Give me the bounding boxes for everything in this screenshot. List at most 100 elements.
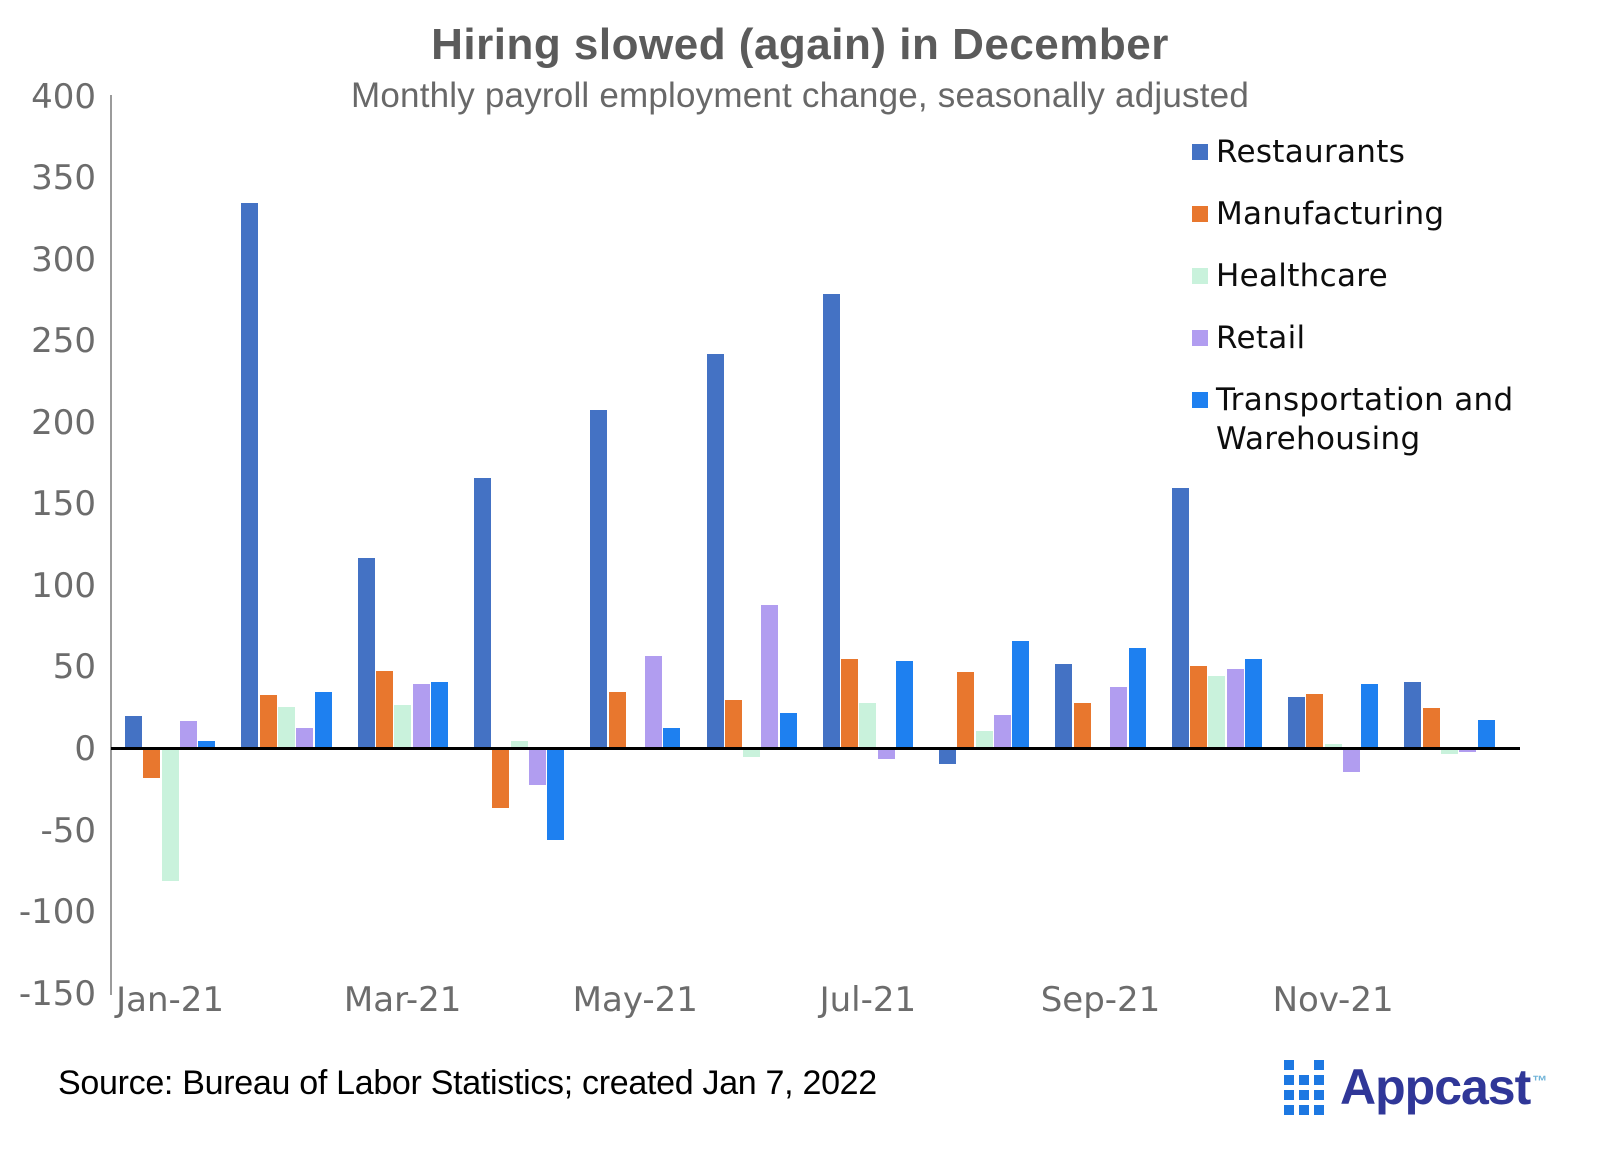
bar-healthcare-nov-21 [1324,744,1342,749]
y-tick-label: -100 [18,892,96,933]
bar-retail-may-21 [645,656,663,749]
legend: Restaurants Manufacturing Healthcare Retail… [1192,133,1564,459]
bar-restaurants-aug-21 [939,749,957,764]
y-tick-label: -50 [40,810,96,851]
legend-item-transportation-and-warehousing: Transportation and Warehousing [1192,381,1564,459]
bar-retail-nov-21 [1342,749,1360,772]
bar-manufacturing-jul-21 [841,659,859,749]
logo-square [1284,1090,1294,1100]
bar-manufacturing-jan-21 [143,749,161,779]
bar-retail-oct-21 [1226,669,1244,749]
bar-healthcare-jan-21 [161,749,179,882]
bar-healthcare-jun-21 [743,749,761,758]
legend-label: Transportation and Warehousing [1216,382,1514,457]
bar-restaurants-jun-21 [706,354,724,749]
bar-transportation-and-warehousing-mar-21 [430,682,448,749]
bar-transportation-and-warehousing-jun-21 [779,713,797,749]
logo-square [1299,1075,1309,1085]
bar-healthcare-jul-21 [859,703,877,749]
appcast-wordmark: Appcast [1340,1059,1531,1115]
bar-manufacturing-oct-21 [1190,665,1207,749]
legend-item-manufacturing: Manufacturing [1192,195,1564,234]
bar-manufacturing-dec-21 [1422,708,1440,749]
trademark-symbol: ™ [1532,1073,1547,1091]
y-tick-label: 50 [52,647,96,688]
bar-manufacturing-mar-21 [375,670,393,749]
legend-swatch [1192,330,1208,346]
bar-retail-apr-21 [528,749,546,785]
bar-transportation-and-warehousing-feb-21 [314,691,332,749]
bar-restaurants-jul-21 [822,293,840,749]
x-tick-label: Mar-21 [343,980,462,1020]
bar-transportation-and-warehousing-sep-21 [1128,647,1146,749]
bar-restaurants-oct-21 [1171,488,1189,749]
y-tick-label: 300 [31,239,96,280]
bar-healthcare-feb-21 [277,706,295,749]
bar-transportation-and-warehousing-dec-21 [1477,719,1495,749]
bar-restaurants-feb-21 [241,202,259,749]
chart-subtitle: Monthly payroll employment change, seaso… [351,76,1249,115]
legend-item-restaurants: Restaurants [1192,133,1564,172]
logo-square [1299,1105,1309,1115]
logo-square [1314,1075,1324,1085]
logo-square [1314,1090,1324,1100]
legend-item-retail: Retail [1192,319,1564,358]
x-tick-label: Nov-21 [1272,980,1394,1020]
bar-healthcare-dec-21 [1440,749,1458,754]
logo-square [1299,1090,1309,1100]
y-tick-label: 100 [31,565,96,606]
appcast-logo-icon [1284,1060,1328,1118]
legend-swatch [1192,392,1208,408]
logo-square [1284,1075,1294,1085]
bar-manufacturing-feb-21 [259,695,277,749]
legend-swatch [1192,268,1208,284]
bar-retail-aug-21 [994,714,1011,749]
logo-square [1284,1105,1294,1115]
bar-retail-sep-21 [1110,687,1128,749]
y-tick-label: 0 [74,729,96,769]
logo-square [1314,1105,1324,1115]
legend-label: Retail [1216,320,1306,356]
x-tick-label: Sep-21 [1040,980,1161,1020]
bar-healthcare-mar-21 [394,704,412,749]
bar-transportation-and-warehousing-aug-21 [1012,641,1030,749]
bar-restaurants-dec-21 [1404,682,1422,749]
appcast-logo: Appcast ™ [1284,1058,1547,1118]
y-axis-line [110,95,112,995]
y-tick-label: 350 [31,158,96,199]
source-note: Source: Bureau of Labor Statistics; crea… [58,1064,877,1102]
bar-manufacturing-sep-21 [1073,703,1091,749]
bar-retail-jun-21 [761,605,779,749]
logo-square [1284,1060,1294,1070]
bar-transportation-and-warehousing-nov-21 [1361,683,1379,749]
legend-label: Manufacturing [1216,196,1445,232]
x-tick-label: May-21 [572,980,698,1020]
zero-baseline [111,747,1520,750]
x-tick-label: Jul-21 [819,980,917,1020]
bar-restaurants-sep-21 [1055,664,1073,749]
bar-restaurants-nov-21 [1288,696,1305,749]
bar-manufacturing-apr-21 [492,749,510,808]
y-tick-label: -150 [18,973,96,1014]
appcast-logo-text: Appcast ™ [1340,1058,1547,1116]
bar-healthcare-apr-21 [510,740,528,749]
bar-restaurants-jan-21 [125,716,142,749]
y-tick-label: 200 [31,402,96,443]
y-tick-label: 400 [31,76,96,117]
bar-manufacturing-aug-21 [957,672,975,749]
bar-retail-dec-21 [1459,749,1477,753]
bar-healthcare-oct-21 [1208,675,1226,749]
bar-transportation-and-warehousing-jan-21 [198,740,216,749]
bar-transportation-and-warehousing-may-21 [663,727,681,749]
bar-transportation-and-warehousing-apr-21 [547,749,565,841]
bar-retail-feb-21 [296,727,314,749]
bar-retail-mar-21 [412,683,430,749]
bar-transportation-and-warehousing-oct-21 [1244,659,1262,749]
legend-swatch [1192,206,1208,222]
bar-retail-jul-21 [877,749,895,759]
x-tick-label: Jan-21 [116,980,225,1020]
legend-swatch [1192,144,1208,160]
bar-transportation-and-warehousing-jul-21 [896,660,913,749]
bar-manufacturing-may-21 [608,691,626,749]
